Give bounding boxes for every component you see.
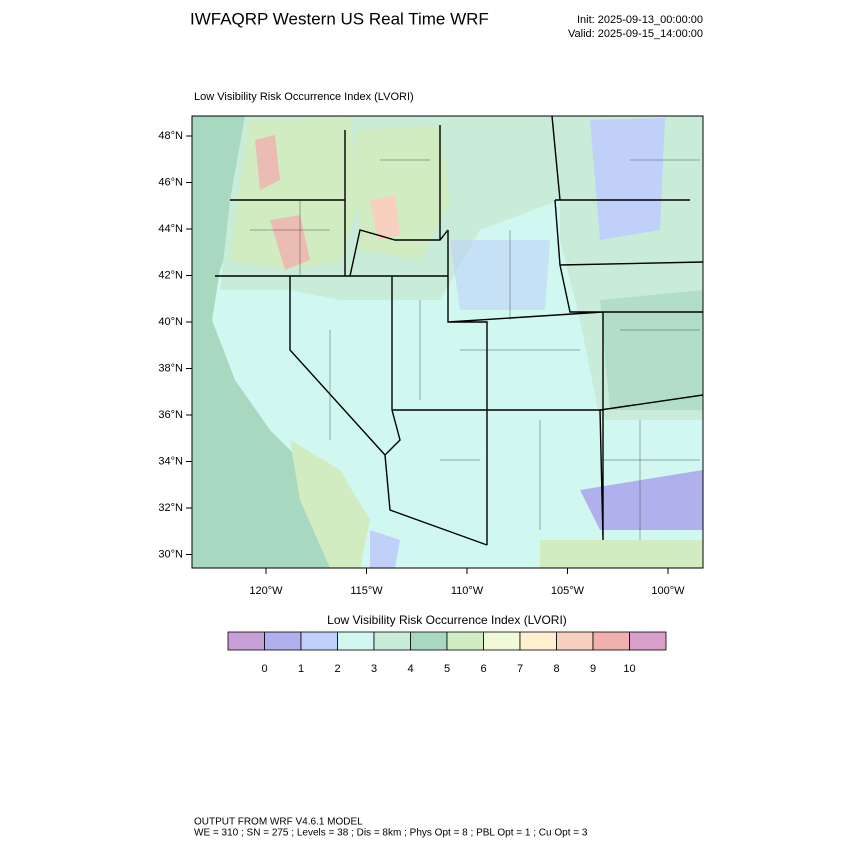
colorbar-box: [373, 631, 411, 651]
lat-tick-label: 48°N: [158, 130, 183, 142]
colorbar-box: [446, 631, 484, 651]
colorbar-label: 5: [444, 663, 450, 675]
colorbar-box: [592, 631, 630, 651]
colorbar-box: [483, 631, 521, 651]
colorbar-label: 2: [334, 663, 340, 675]
colorbar-box: [300, 631, 338, 651]
colorbar-label: 1: [298, 663, 304, 675]
lon-tick-label: 115°W: [350, 585, 383, 597]
colorbar-box: [264, 631, 302, 651]
lat-tick-label: 38°N: [158, 362, 183, 374]
colorbar-label: 6: [480, 663, 486, 675]
colorbar-box: [519, 631, 557, 651]
lon-tick-label: 100°W: [651, 585, 685, 597]
init-time: Init: 2025-09-13_00:00:00: [577, 14, 703, 26]
title: IWFAQRP Western US Real Time WRF: [190, 9, 489, 28]
colorbar-label: 10: [623, 663, 635, 675]
colorbar-label: 9: [590, 663, 596, 675]
lon-tick-label: 105°W: [551, 585, 585, 597]
lat-tick-label: 36°N: [158, 409, 183, 421]
colorbar-box: [556, 631, 594, 651]
map-title: Low Visibility Risk Occurrence Index (LV…: [194, 91, 414, 103]
lat-tick-label: 40°N: [158, 316, 183, 328]
map: [191, 115, 704, 569]
colorbar-box: [410, 631, 448, 651]
lat-tick-label: 46°N: [158, 176, 183, 188]
valid-time: Valid: 2025-09-15_14:00:00: [568, 28, 703, 40]
colorbar-box: [227, 631, 265, 651]
lat-tick-label: 30°N: [158, 548, 183, 560]
footer-line: OUTPUT FROM WRF V4.6.1 MODEL: [194, 817, 363, 828]
lon-tick-label: 110°W: [451, 585, 484, 597]
lat-tick-label: 44°N: [158, 223, 183, 235]
colorbar-title: Low Visibility Risk Occurrence Index (LV…: [327, 613, 567, 627]
colorbar-label: 4: [407, 663, 413, 675]
lat-tick-label: 32°N: [158, 502, 183, 514]
colorbar-label: 3: [371, 663, 377, 675]
colorbar-box: [337, 631, 375, 651]
colorbar-box: [629, 631, 667, 651]
lon-tick-label: 120°W: [249, 585, 283, 597]
lat-tick-label: 34°N: [158, 455, 183, 467]
footer-line: WE = 310 ; SN = 275 ; Levels = 38 ; Dis …: [194, 828, 588, 839]
lat-tick-label: 42°N: [158, 269, 183, 281]
colorbar-label: 8: [553, 663, 559, 675]
colorbar-label: 0: [261, 663, 267, 675]
colorbar-label: 7: [517, 663, 523, 675]
